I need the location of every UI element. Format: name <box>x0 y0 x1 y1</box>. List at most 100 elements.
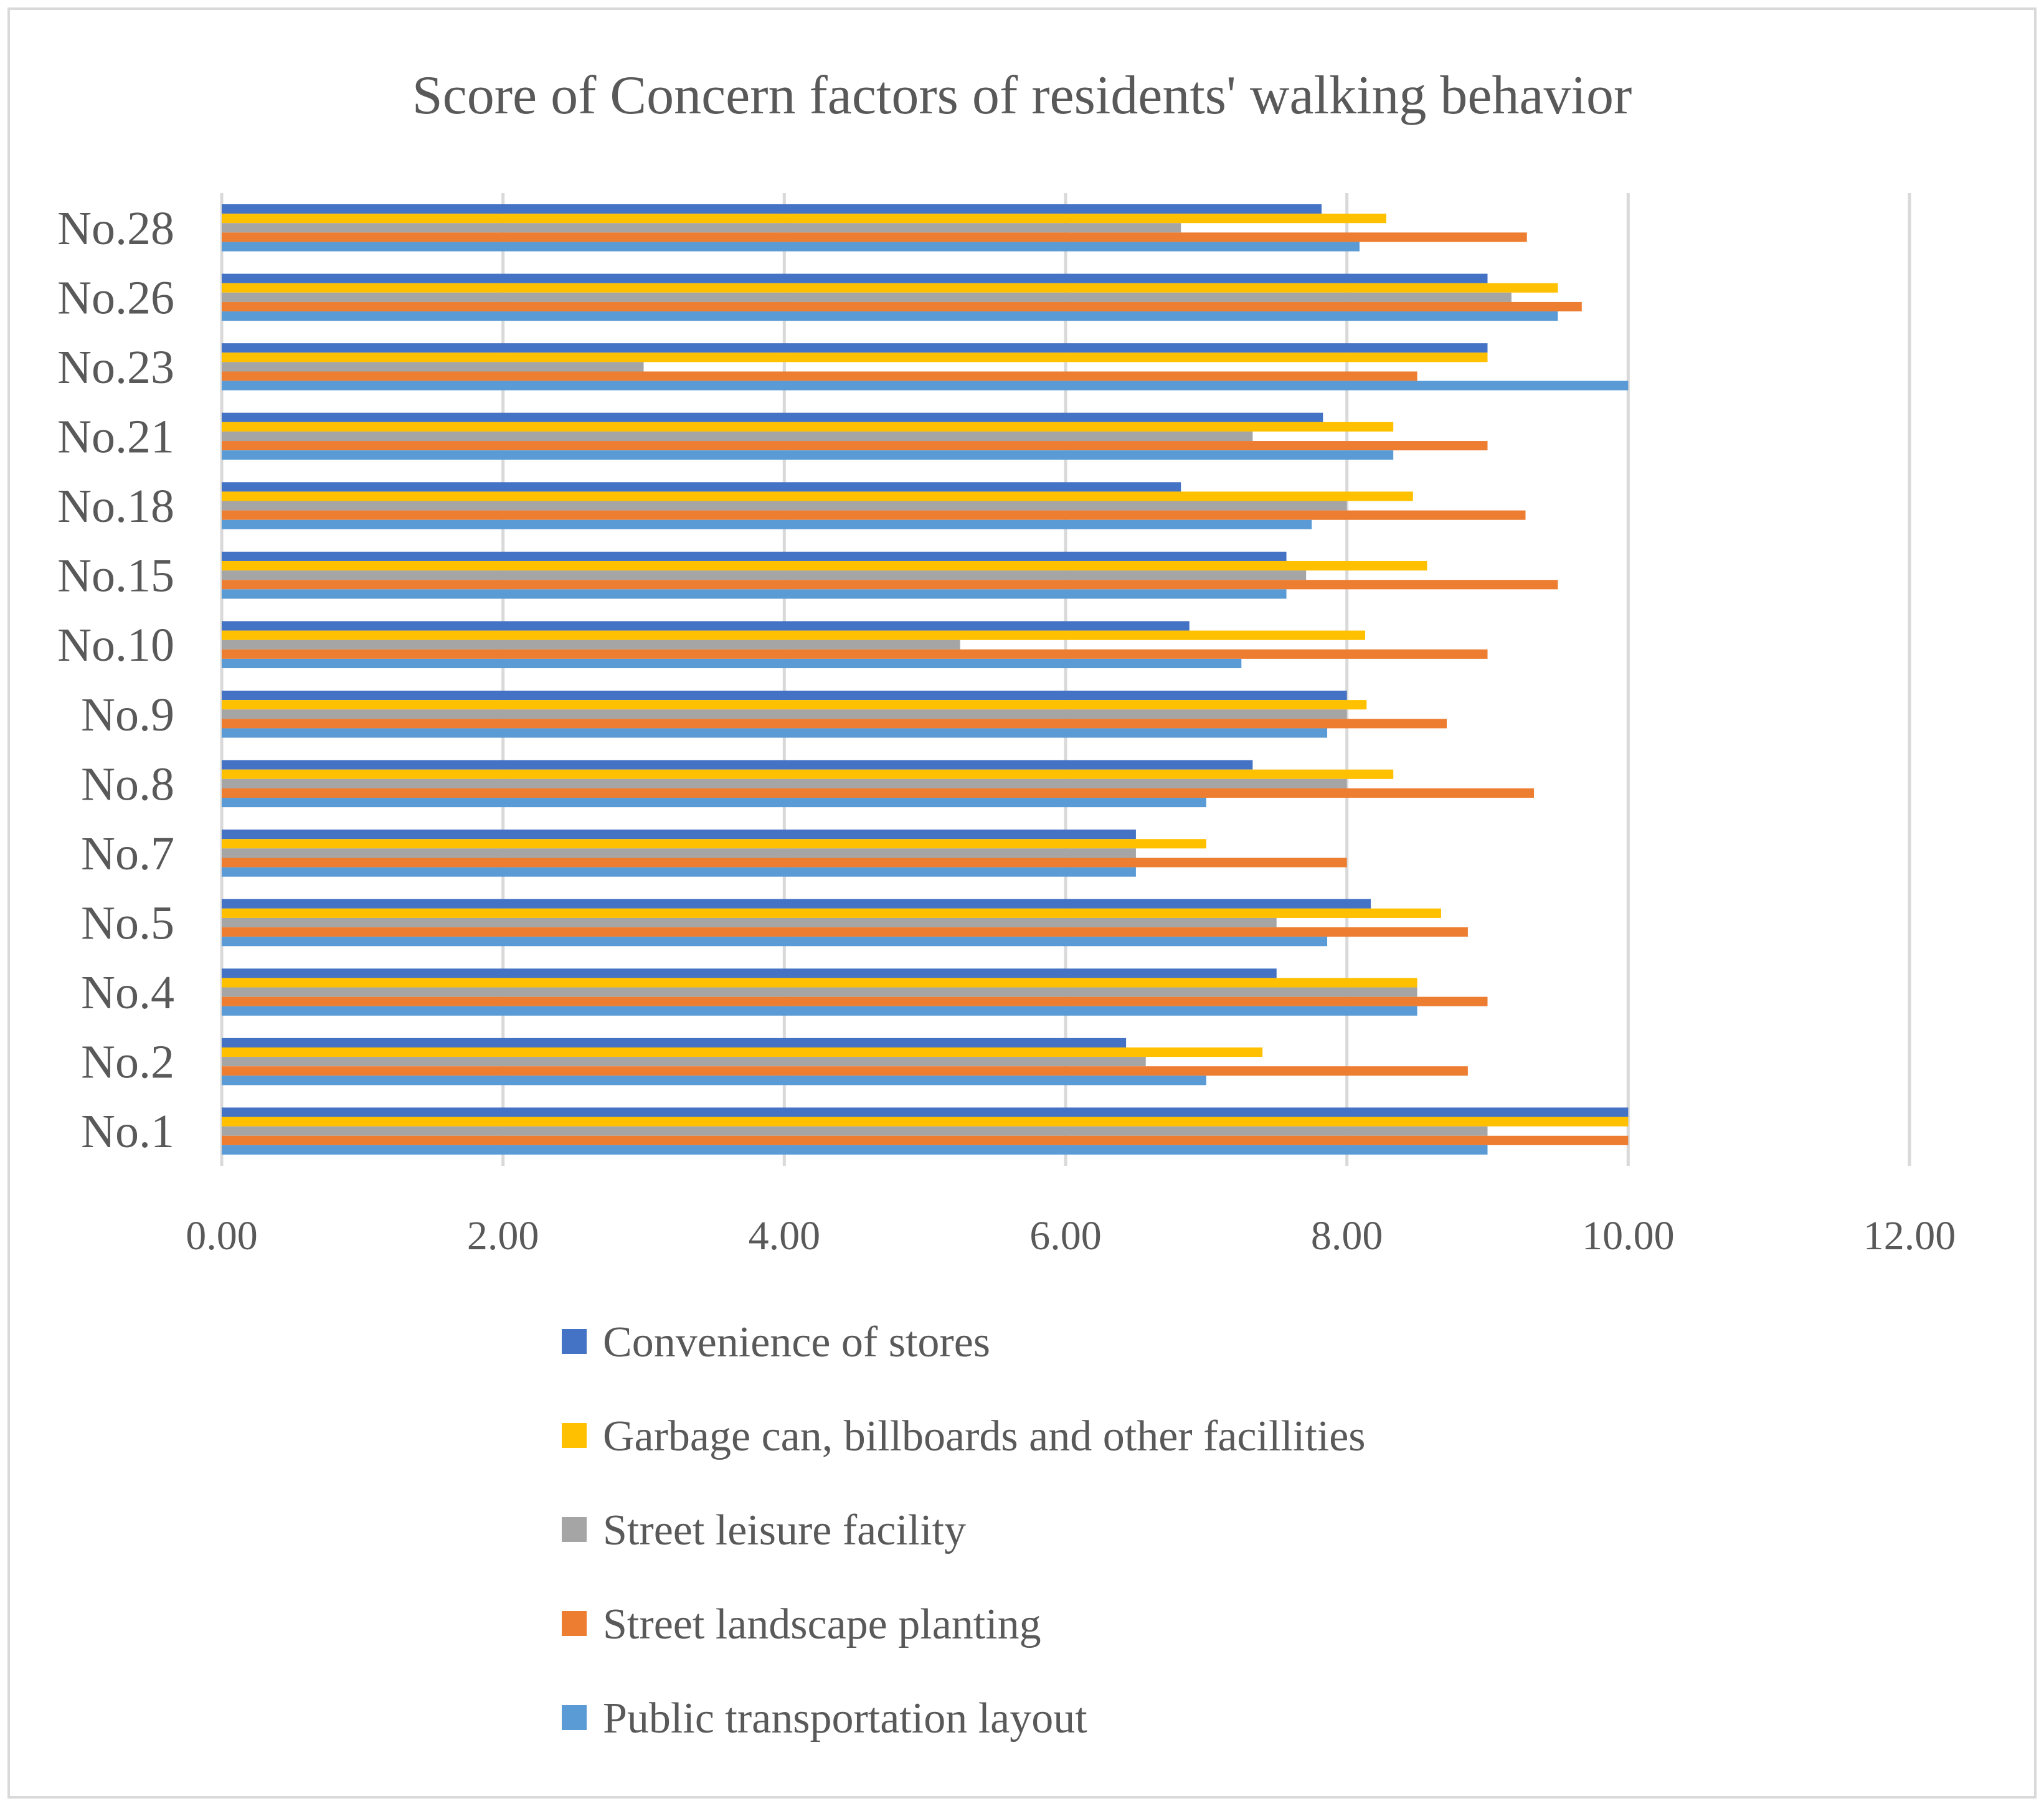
bar-no-18-series-0 <box>222 482 1181 492</box>
bar-no-28-series-0 <box>222 204 1322 214</box>
bar-no-1-series-2 <box>222 1126 1488 1136</box>
legend-label-3: Street landscape planting <box>603 1600 1041 1648</box>
bar-no-5-series-1 <box>222 908 1441 918</box>
y-tick-label-no-18: No.18 <box>57 480 174 532</box>
bar-no-28-series-1 <box>222 214 1386 224</box>
bar-no-26-series-2 <box>222 292 1512 302</box>
bar-no-10-series-3 <box>222 649 1488 659</box>
bar-no-21-series-3 <box>222 441 1488 451</box>
bar-no-28-series-2 <box>222 223 1181 233</box>
legend-swatch-2 <box>562 1517 587 1542</box>
y-tick-label-no-4: No.4 <box>81 967 174 1019</box>
bar-no-2-series-2 <box>222 1057 1146 1067</box>
x-tick-label-6: 12.00 <box>1863 1213 1956 1259</box>
bar-no-15-series-3 <box>222 580 1558 590</box>
bar-no-1-series-4 <box>222 1145 1488 1155</box>
y-tick-label-no-23: No.23 <box>57 341 174 394</box>
bar-no-26-series-3 <box>222 301 1582 312</box>
y-tick-label-no-7: No.7 <box>81 828 174 880</box>
y-tick-label-no-9: No.9 <box>81 689 174 741</box>
bar-no-2-series-1 <box>222 1047 1263 1057</box>
bar-no-1-series-3 <box>222 1135 1629 1145</box>
bar-no-10-series-0 <box>222 621 1190 631</box>
bar-no-4-series-4 <box>222 1006 1417 1016</box>
y-tick-label-no-2: No.2 <box>81 1036 174 1089</box>
y-tick-label-no-28: No.28 <box>57 202 174 255</box>
bar-no-2-series-0 <box>222 1038 1127 1047</box>
bar-no-10-series-2 <box>222 640 960 650</box>
legend-label-4: Public transportation layout <box>603 1695 1087 1742</box>
bar-no-2-series-3 <box>222 1066 1468 1076</box>
bar-no-8-series-1 <box>222 769 1394 779</box>
bar-no-23-series-4 <box>222 381 1629 390</box>
bar-no-18-series-3 <box>222 510 1526 520</box>
bar-no-23-series-0 <box>222 343 1488 353</box>
bar-no-15-series-1 <box>222 560 1427 571</box>
bar-no-4-series-1 <box>222 978 1417 988</box>
legend-swatch-4 <box>562 1705 587 1730</box>
bar-no-4-series-3 <box>222 996 1488 1006</box>
bar-no-8-series-3 <box>222 788 1535 798</box>
bar-no-15-series-2 <box>222 570 1307 580</box>
chart-title: Score of Concern factors of residents' w… <box>412 65 1632 126</box>
bar-no-7-series-2 <box>222 848 1136 858</box>
legend-label-2: Street leisure facility <box>603 1506 966 1554</box>
x-tick-label-2: 4.00 <box>749 1213 821 1259</box>
x-tick-label-0: 0.00 <box>186 1213 258 1259</box>
bar-no-5-series-2 <box>222 917 1277 928</box>
bar-no-9-series-2 <box>222 709 1347 719</box>
legend-swatch-1 <box>562 1423 587 1448</box>
bar-no-15-series-0 <box>222 551 1287 561</box>
x-tick-label-5: 10.00 <box>1582 1213 1675 1259</box>
bar-no-5-series-0 <box>222 899 1371 909</box>
bar-no-8-series-2 <box>222 778 1347 788</box>
bar-no-4-series-2 <box>222 987 1417 997</box>
bar-no-28-series-4 <box>222 242 1360 252</box>
legend: Convenience of stores Garbage can, billbo… <box>562 1318 1366 1742</box>
legend-label-0: Convenience of stores <box>603 1318 990 1366</box>
y-axis-category-labels: No.1 No.2 No.4 No.5 No.7 No.8 No.9 No.10 No.15 No… <box>57 202 174 1158</box>
y-tick-label-no-8: No.8 <box>81 758 174 810</box>
bar-no-15-series-4 <box>222 589 1287 599</box>
bar-no-9-series-3 <box>222 719 1447 729</box>
bar-no-21-series-0 <box>222 412 1323 422</box>
bar-no-5-series-3 <box>222 927 1468 937</box>
bar-no-18-series-1 <box>222 491 1413 501</box>
bar-no-7-series-1 <box>222 839 1206 849</box>
legend-label-1: Garbage can, billboards and other facill… <box>603 1412 1366 1460</box>
x-tick-label-3: 6.00 <box>1029 1213 1102 1259</box>
bar-no-26-series-4 <box>222 311 1558 321</box>
bar-no-23-series-1 <box>222 352 1488 362</box>
bar-no-10-series-1 <box>222 630 1366 640</box>
bar-no-23-series-3 <box>222 371 1417 381</box>
bar-no-26-series-1 <box>222 283 1558 293</box>
x-axis-tick-labels: 0.00 2.00 4.00 6.00 8.00 10.00 12.00 <box>186 1213 1956 1259</box>
legend-swatch-3 <box>562 1611 587 1636</box>
y-tick-label-no-5: No.5 <box>81 897 174 950</box>
bar-no-21-series-1 <box>222 422 1394 432</box>
bar-no-9-series-1 <box>222 700 1367 710</box>
bar-no-7-series-0 <box>222 830 1136 839</box>
bar-no-8-series-0 <box>222 760 1253 770</box>
y-tick-label-no-26: No.26 <box>57 272 174 324</box>
y-tick-label-no-10: No.10 <box>57 619 174 671</box>
bars <box>222 204 1629 1155</box>
bar-no-21-series-4 <box>222 450 1394 460</box>
y-tick-label-no-1: No.1 <box>81 1105 174 1158</box>
bar-no-26-series-0 <box>222 273 1488 283</box>
bar-no-10-series-4 <box>222 658 1242 668</box>
bar-no-18-series-2 <box>222 501 1347 511</box>
bar-no-4-series-0 <box>222 968 1277 978</box>
x-tick-label-4: 8.00 <box>1311 1213 1383 1259</box>
bar-no-1-series-1 <box>222 1117 1629 1127</box>
y-tick-label-no-21: No.21 <box>57 411 174 463</box>
bar-no-9-series-4 <box>222 728 1328 738</box>
bar-no-5-series-4 <box>222 937 1328 947</box>
bar-no-28-series-3 <box>222 232 1527 242</box>
x-tick-label-1: 2.00 <box>467 1213 539 1259</box>
bar-no-9-series-0 <box>222 691 1347 701</box>
legend-swatch-0 <box>562 1329 587 1354</box>
bar-no-23-series-2 <box>222 362 644 372</box>
bar-no-21-series-2 <box>222 431 1253 442</box>
